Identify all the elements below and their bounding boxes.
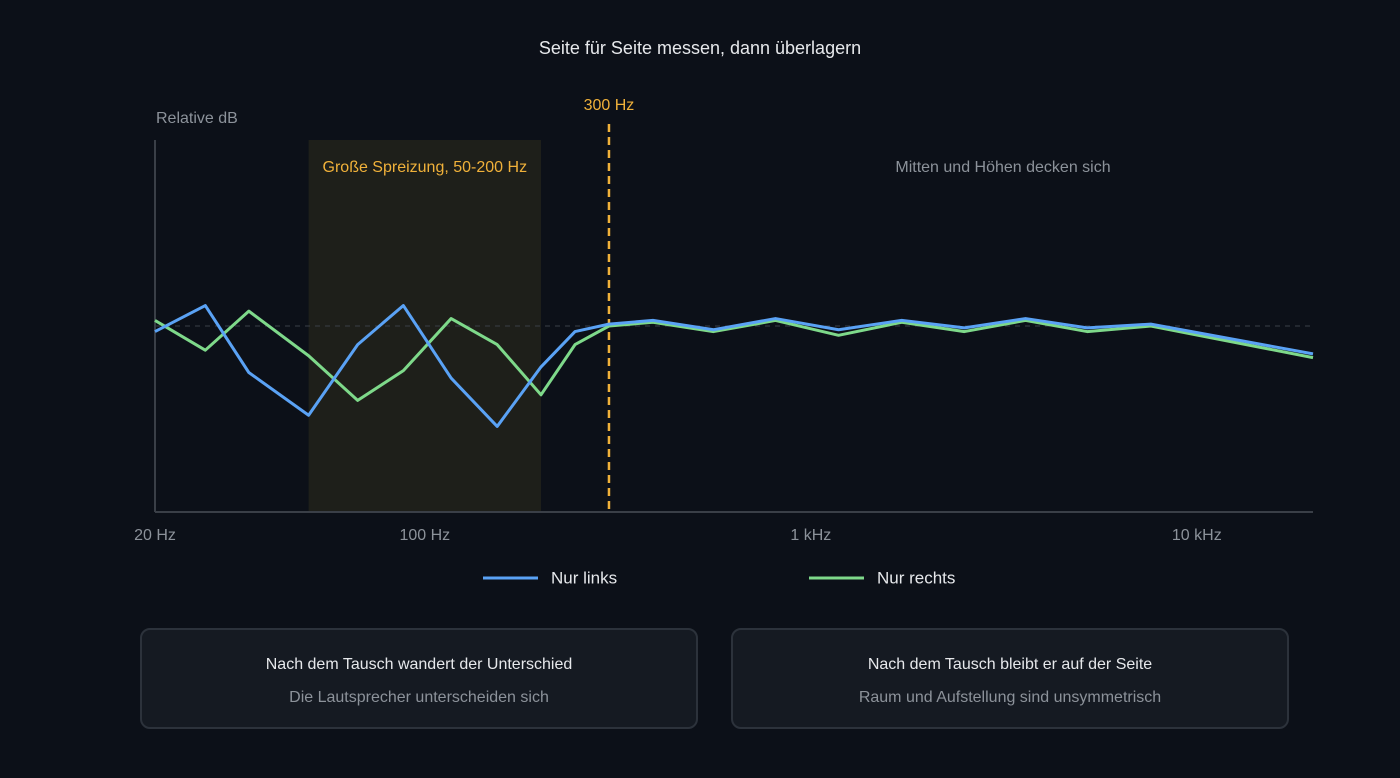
card: Nach dem Tausch bleibt er auf der Seite … [731, 628, 1289, 729]
band-label: Große Spreizung, 50-200 Hz [323, 159, 528, 176]
chart-title: Seite für Seite messen, dann überlagern [539, 38, 861, 58]
card: Nach dem Tausch wandert der Unterschied … [140, 628, 698, 729]
legend-label: Nur links [551, 568, 617, 587]
series-line [154, 309, 1314, 402]
card-title: Nach dem Tausch bleibt er auf der Seite [867, 656, 1153, 673]
x-tick-label: 20 Hz [134, 527, 176, 544]
y-axis-label: Relative dB [156, 110, 238, 127]
x-tick-label: 1 kHz [790, 527, 831, 544]
chart: Seite für Seite messen, dann überlagern … [134, 38, 1314, 587]
x-tick-label: 100 Hz [399, 527, 450, 544]
card-subtitle: Raum und Aufstellung sind unsymmetrisch [858, 689, 1162, 706]
series-line [154, 304, 1314, 428]
card-title: Nach dem Tausch wandert der Unterschied [265, 656, 573, 673]
card-subtitle: Die Lautsprecher unterscheiden sich [289, 689, 549, 706]
x-tick-label: 10 kHz [1172, 527, 1222, 544]
note: Mitten und Höhen decken sich [895, 159, 1110, 176]
marker-label: 300 Hz [584, 97, 635, 114]
legend-label: Nur rechts [877, 568, 955, 587]
